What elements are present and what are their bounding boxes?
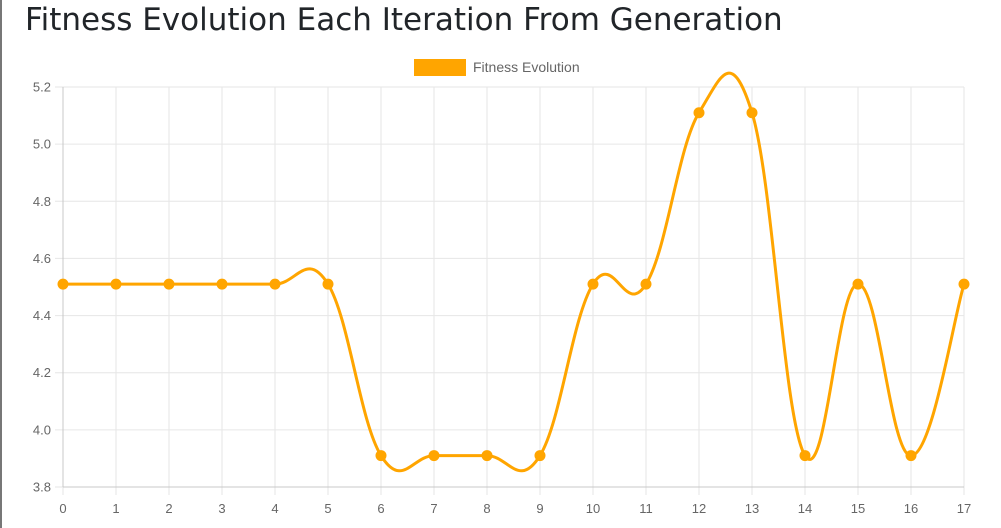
legend-label-fitness-evolution[interactable]: Fitness Evolution (473, 59, 580, 75)
data-point[interactable] (693, 107, 705, 119)
x-tick-label: 11 (639, 501, 653, 516)
x-tick-label: 1 (112, 501, 119, 516)
data-point[interactable] (746, 107, 758, 119)
x-tick-label: 8 (483, 501, 490, 516)
data-point[interactable] (799, 450, 811, 462)
y-tick-label: 5.0 (33, 137, 51, 152)
chart-series (57, 71, 970, 473)
y-tick-label: 4.0 (33, 422, 51, 437)
legend-swatch[interactable] (414, 59, 466, 76)
x-tick-label: 15 (851, 501, 865, 516)
data-point[interactable] (375, 450, 387, 462)
x-tick-label: 17 (957, 501, 971, 516)
x-tick-label: 12 (692, 501, 706, 516)
x-tick-label: 5 (324, 501, 331, 516)
chart-legend[interactable]: Fitness Evolution (414, 59, 580, 76)
data-point[interactable] (216, 278, 228, 290)
y-tick-label: 5.2 (33, 80, 51, 95)
chart-grid (55, 86, 965, 495)
x-tick-label: 7 (430, 501, 437, 516)
x-tick-label: 9 (536, 501, 543, 516)
data-point[interactable] (428, 450, 440, 462)
data-point[interactable] (958, 278, 970, 290)
data-point[interactable] (640, 278, 652, 290)
x-tick-label: 10 (586, 501, 600, 516)
x-tick-label: 2 (165, 501, 172, 516)
x-tick-label: 4 (271, 501, 278, 516)
data-point[interactable] (852, 278, 864, 290)
page-title: Fitness Evolution Each Iteration From Ge… (25, 2, 783, 38)
y-tick-label: 3.8 (33, 480, 51, 495)
data-point[interactable] (587, 278, 599, 290)
x-tick-label: 3 (218, 501, 225, 516)
data-point[interactable] (269, 278, 281, 290)
page-left-border (0, 0, 2, 528)
series-line-fitness-evolution (62, 71, 966, 473)
data-point[interactable] (57, 278, 69, 290)
data-point[interactable] (481, 450, 493, 462)
y-tick-label: 4.6 (33, 251, 51, 266)
data-point[interactable] (905, 450, 917, 462)
data-point[interactable] (163, 278, 175, 290)
x-tick-label: 16 (904, 501, 918, 516)
y-tick-label: 4.2 (33, 365, 51, 380)
chart-axes: 3.84.04.24.44.64.85.05.20 1 2 3 4 5 6 7 8 9 10 11 12… (33, 80, 971, 517)
y-tick-label: 4.8 (33, 194, 51, 209)
x-tick-label: 13 (745, 501, 759, 516)
x-tick-label: 0 (59, 501, 66, 516)
data-point[interactable] (534, 450, 546, 462)
x-tick-label: 14 (798, 501, 812, 516)
x-tick-label: 6 (377, 501, 384, 516)
data-point[interactable] (322, 278, 334, 290)
y-tick-label: 4.4 (33, 308, 51, 323)
data-point[interactable] (110, 278, 122, 290)
